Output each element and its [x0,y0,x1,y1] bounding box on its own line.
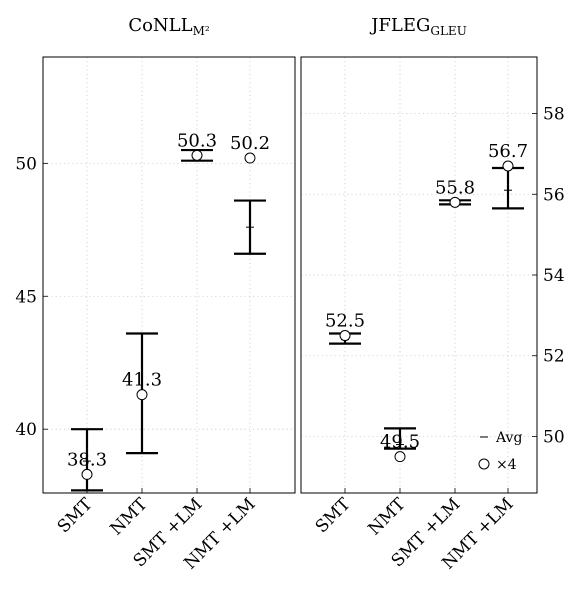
data-label: 52.5 [325,311,365,332]
legend-x4-label: ×4 [496,457,517,473]
data-label: 50.2 [230,133,270,154]
legend: Avg ×4 [478,430,522,473]
panel-title: CoNLLM² [128,15,210,38]
x-tick-label: SMT [54,494,97,537]
y-tick-label: 40 [15,420,37,440]
panel-title-subscript: M² [193,24,210,38]
y-tick-label: 54 [543,266,565,286]
data-label: 38.3 [67,449,107,470]
error-bar [384,427,416,450]
y-tick-label: 58 [543,105,565,125]
x-tick-label: SMT [312,494,355,537]
y-tick-label: 50 [543,427,565,447]
y-tick-label: 50 [15,154,37,174]
x4-point [136,389,148,401]
panel-title-main: JFLEG [369,15,430,36]
error-bar [234,199,266,255]
y-tick-label: 45 [15,287,37,307]
panel-title: JFLEGGLEU [369,15,467,38]
legend-x4-symbol [478,458,490,470]
plot-frame [42,56,296,494]
x4-point [81,468,93,480]
panel-title-subscript: GLEU [430,24,466,38]
x4-point [191,149,203,161]
data-label: 50.3 [177,130,217,151]
x4-point [394,451,406,463]
data-label: 56.7 [488,141,528,162]
x4-point [244,152,256,164]
data-label: 41.3 [122,370,162,391]
x-tick-label: NMT [107,494,152,539]
x-tick-label: NMT [365,494,410,539]
data-label: 49.5 [380,432,420,453]
error-bar [492,166,524,210]
panel-title-main: CoNLL [128,15,192,36]
data-label: 55.8 [435,177,475,198]
x4-point [339,330,351,342]
x4-point [449,196,461,208]
y-tick-label: 56 [543,185,565,205]
y-tick-label: 52 [543,347,565,367]
legend-avg-label: Avg [495,430,522,446]
error-bar [71,428,103,492]
x4-point [502,160,514,172]
plot-frame [300,56,538,494]
